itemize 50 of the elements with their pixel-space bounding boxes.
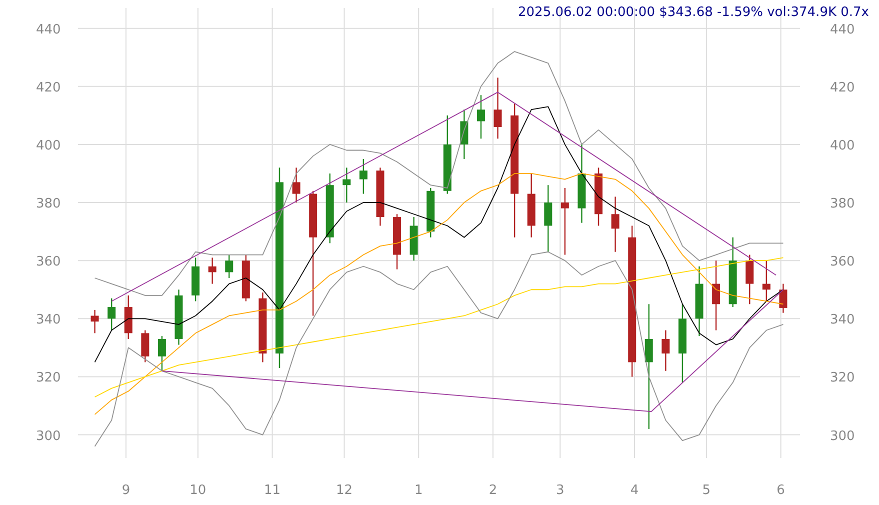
y-tick-label: 400 [36, 138, 61, 154]
line-series [94, 257, 784, 398]
x-tick-label: 5 [702, 483, 711, 498]
candlestick [359, 158, 368, 194]
y-tick-label: 440 [36, 22, 61, 38]
candlestick [158, 335, 166, 372]
candlestick [476, 94, 485, 140]
y-tick-label: 420 [36, 80, 61, 96]
candlestick [544, 184, 552, 252]
x-tick-label: 4 [630, 483, 639, 498]
y2-tick-label: 420 [830, 80, 855, 96]
candlestick [644, 304, 653, 430]
y2-tick-label: 440 [830, 22, 855, 38]
candlestick [494, 77, 502, 140]
y-tick-label: 360 [36, 254, 61, 270]
candlestick [611, 196, 620, 252]
candlestick [779, 283, 788, 314]
x-tick-label: 11 [264, 483, 281, 498]
candlestick [342, 167, 351, 204]
y2-tick-label: 300 [830, 428, 855, 444]
chart-title: 2025.06.02 00:00:00 $343.68 -1.59% vol:374.9K 0.7x [518, 5, 870, 20]
y-tick-label: 320 [36, 370, 61, 386]
x-tick-label: 6 [776, 483, 785, 498]
x-tick-label: 9 [122, 483, 130, 498]
candlestick [712, 260, 720, 331]
y2-tick-label: 340 [830, 312, 855, 328]
candlestick [141, 330, 150, 363]
y2-tick-label: 360 [830, 254, 855, 270]
candlestick [662, 330, 670, 372]
x-tick-label: 1 [414, 483, 423, 498]
candlestick [746, 254, 754, 305]
y-tick-label: 340 [36, 312, 61, 328]
x-tick-label: 12 [336, 483, 353, 498]
candlestick [90, 309, 99, 334]
line-series [94, 251, 784, 447]
candlestick [560, 187, 569, 256]
y-tick-label: 380 [36, 196, 61, 212]
y2-tick-label: 320 [830, 370, 855, 386]
candlestick [225, 254, 234, 279]
y2-tick-label: 400 [830, 138, 855, 154]
x-tick-label: 2 [488, 483, 498, 498]
candlestick [762, 260, 770, 302]
candlestick [208, 257, 216, 284]
line-series [94, 51, 784, 296]
x-tick-label: 10 [190, 483, 206, 498]
x-tick-label: 3 [556, 483, 564, 498]
candlestick [108, 298, 116, 331]
candlestick [292, 167, 300, 204]
y2-tick-label: 380 [830, 196, 855, 212]
y-tick-label: 300 [36, 428, 61, 444]
